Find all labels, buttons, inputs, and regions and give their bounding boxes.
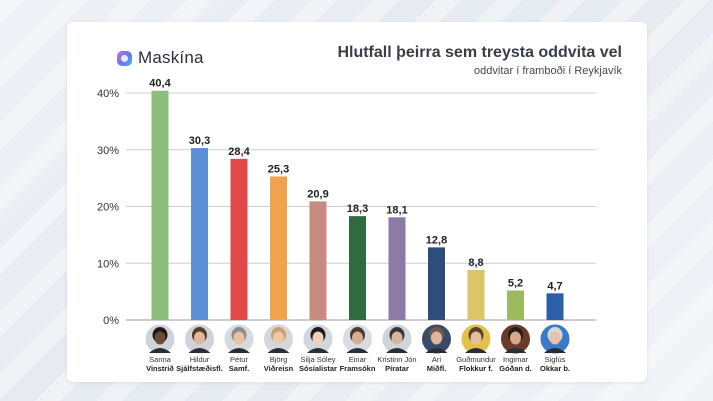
maskina-logo-icon	[117, 50, 132, 66]
bar	[428, 247, 445, 320]
chart-card: Maskína Hlutfall þeirra sem treysta oddv…	[67, 22, 647, 382]
category-party-label: Miðfl.	[427, 364, 447, 373]
avatar-shoulders	[228, 348, 250, 353]
avatar-face	[312, 331, 324, 345]
portrait-bjorg-icon	[263, 323, 294, 355]
y-tick-label: 30%	[97, 145, 119, 157]
category-name-label: Pétur	[230, 355, 248, 364]
portrait-sigfus-icon	[539, 323, 571, 355]
avatar-face	[352, 331, 363, 345]
data-label: 4,7	[547, 280, 562, 292]
bar	[349, 216, 366, 320]
brand-name: Maskína	[138, 48, 204, 67]
chart-title: Hlutfall þeirra sem treysta oddvita vel	[337, 44, 622, 61]
data-label: 18,1	[386, 204, 407, 216]
avatar-shoulders	[425, 348, 448, 353]
bar	[388, 217, 406, 320]
portrait-silja-icon	[302, 323, 334, 355]
portrait-ingimar-icon	[500, 323, 531, 355]
category-party-label: Góðan d.	[499, 364, 532, 373]
data-label: 8,8	[468, 257, 483, 269]
brand: Maskína	[117, 48, 204, 68]
avatar-shoulders	[346, 348, 369, 353]
bar	[507, 290, 524, 320]
category-name-label: Hildur	[190, 355, 210, 364]
portrait-sanna-icon	[144, 323, 176, 355]
avatar-face	[154, 331, 166, 345]
data-label: 12,8	[426, 234, 447, 246]
category-party-label: Okkar b.	[540, 364, 570, 373]
avatar-face	[510, 331, 521, 345]
chart-subtitle: oddvitar í framboði í Reykjavík	[474, 65, 622, 77]
category-name-label: Björg	[270, 355, 288, 364]
portrait-hildur-icon	[184, 323, 215, 355]
avatar-shoulders	[465, 348, 487, 353]
category-party-label: Píratar	[385, 364, 409, 373]
avatar-shoulders	[149, 348, 171, 353]
category-name-label: Kristinn Jón	[377, 355, 416, 364]
portrait-einar-icon	[342, 323, 373, 355]
portrait-kristinn-icon	[381, 323, 413, 355]
category-name-label: Ingimar	[503, 355, 529, 364]
category-name-label: Silja Sóley	[300, 355, 335, 364]
avatar-face	[470, 331, 482, 345]
data-label: 40,4	[149, 78, 171, 90]
bar	[546, 293, 564, 320]
avatar-face	[233, 331, 245, 345]
avatar-shoulders	[504, 348, 527, 353]
avatar-face	[431, 331, 442, 345]
category-party-label: Viðreisn	[264, 364, 294, 373]
category-party-label: Flokkur f.	[459, 364, 493, 373]
avatar-shoulders	[267, 348, 290, 353]
avatar-shoulders	[544, 348, 566, 353]
avatar-face	[194, 331, 205, 345]
bar	[191, 148, 208, 320]
avatar-shoulders	[386, 348, 408, 353]
y-tick-label: 40%	[97, 88, 119, 100]
category-name-label: Sigfús	[545, 355, 566, 364]
data-label: 5,2	[508, 277, 523, 289]
y-tick-label: 20%	[97, 202, 119, 214]
data-label: 28,4	[228, 146, 250, 158]
avatar-face	[273, 331, 284, 345]
category-party-label: Sósíalistar	[299, 364, 337, 373]
bar	[467, 270, 485, 320]
y-tick-label: 0%	[103, 315, 119, 327]
category-party-label: Sjálfstæðisfl.	[176, 364, 223, 373]
category-name-label: Einar	[349, 355, 367, 364]
category-name-label: Ari	[432, 355, 442, 364]
category-name-label: Guðmundur	[456, 355, 496, 364]
category-party-label: Samf.	[229, 364, 249, 373]
avatar-shoulders	[188, 348, 211, 353]
data-label: 25,3	[268, 163, 289, 175]
category-party-label: Framsókn	[340, 364, 376, 373]
data-label: 20,9	[307, 188, 328, 200]
avatar-face	[549, 331, 561, 345]
y-tick-label: 10%	[97, 258, 119, 270]
avatar-face	[391, 331, 403, 345]
bar	[230, 158, 248, 320]
portrait-gudmundur-icon	[460, 323, 492, 355]
portrait-ari-icon	[421, 323, 452, 355]
avatar-shoulders	[307, 348, 329, 353]
category-party-label: Vinstrið	[146, 364, 174, 373]
data-label: 18,3	[347, 203, 368, 215]
bar	[151, 90, 169, 320]
data-label: 30,3	[189, 135, 210, 147]
bar	[270, 176, 287, 320]
portrait-petur-icon	[223, 323, 255, 355]
category-name-label: Sanna	[149, 355, 172, 364]
bar	[309, 201, 327, 320]
